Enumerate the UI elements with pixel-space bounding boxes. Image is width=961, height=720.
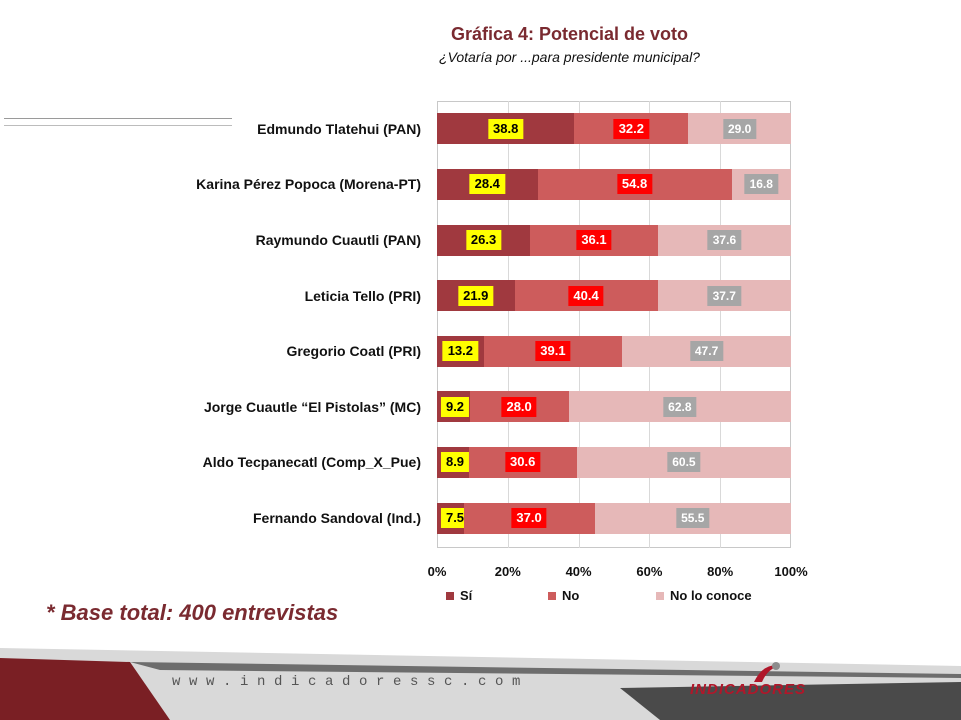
category-label: Karina Pérez Popoca (Morena-PT): [196, 176, 421, 193]
legend-swatch: [656, 591, 664, 600]
footer-url: www.indicadoressc.com: [172, 674, 530, 690]
data-label-no: 32.2: [613, 118, 649, 139]
category-label: Jorge Cuautle “El Pistolas” (MC): [203, 398, 421, 415]
gridline: [649, 101, 651, 548]
data-label-nc: 29.0: [722, 118, 757, 139]
x-tick-label: 20%: [494, 564, 521, 579]
data-label-no: 54.8: [616, 174, 653, 195]
data-label-nc: 62.8: [663, 396, 697, 417]
chart-title: Gráfica 4: Potencial de voto: [450, 24, 689, 44]
data-label-no: 40.4: [568, 285, 604, 306]
base-note: * Base total: 400 entrevistas: [46, 600, 339, 625]
data-label-nc: 16.8: [744, 174, 778, 195]
category-label: Aldo Tecpanecatl (Comp_X_Pue): [202, 454, 421, 471]
category-label: Fernando Sandoval (Ind.): [252, 510, 421, 526]
legend-swatch: [548, 591, 556, 600]
footer-band: [0, 648, 961, 720]
data-label-nc: 37.6: [707, 230, 742, 250]
category-label: Leticia Tello (PRI): [304, 287, 421, 304]
data-label-no: 36.1: [576, 230, 612, 250]
x-tick-label: 100%: [774, 564, 808, 579]
data-label-no: 39.1: [535, 341, 571, 362]
category-label: Raymundo Cuautli (PAN): [255, 232, 421, 248]
legend-label: No: [562, 588, 580, 603]
data-label-si: 38.8: [488, 118, 524, 139]
x-tick-label: 40%: [565, 564, 592, 579]
gridline: [578, 101, 580, 548]
legend-label: Sí: [460, 588, 473, 603]
legend-label: No lo conoce: [670, 588, 752, 603]
data-label-si: 9.2: [440, 396, 470, 417]
legend-item: Sí: [446, 588, 472, 603]
data-label-no: 28.0: [501, 396, 537, 417]
plot-area: [437, 101, 791, 548]
category-label: Edmundo Tlatehui (PAN): [257, 120, 421, 137]
data-label-no: 30.6: [505, 452, 541, 473]
legend-item: No lo conoce: [656, 588, 752, 603]
legend-item: No: [548, 588, 579, 603]
category-label: Gregorio Coatl (PRI): [286, 343, 421, 360]
gridline: [507, 101, 509, 548]
data-label-si: 28.4: [469, 174, 505, 195]
data-label-no: 37.0: [511, 508, 547, 528]
footer-logo-text: INDICADORES: [690, 681, 807, 698]
data-label-si: 8.9: [440, 452, 470, 473]
data-label-si: 13.2: [442, 341, 479, 362]
data-label-nc: 60.5: [667, 452, 701, 473]
data-label-si: 7.5: [440, 508, 470, 528]
data-label-nc: 37.7: [707, 285, 741, 306]
gridline: [720, 101, 722, 548]
data-label-si: 21.9: [458, 285, 494, 306]
data-label-nc: 47.7: [689, 341, 724, 362]
data-label-nc: 55.5: [676, 508, 710, 528]
indicadores-logo-icon: [754, 662, 780, 682]
x-tick-label: 80%: [707, 564, 734, 579]
chart-subtitle: ¿Votaría por ...para presidente municipa…: [439, 49, 700, 65]
header-divider: [4, 118, 232, 126]
x-tick-label: 60%: [636, 564, 663, 579]
legend-swatch: [446, 591, 454, 600]
x-tick-label: 0%: [427, 564, 447, 579]
data-label-si: 26.3: [465, 230, 502, 250]
